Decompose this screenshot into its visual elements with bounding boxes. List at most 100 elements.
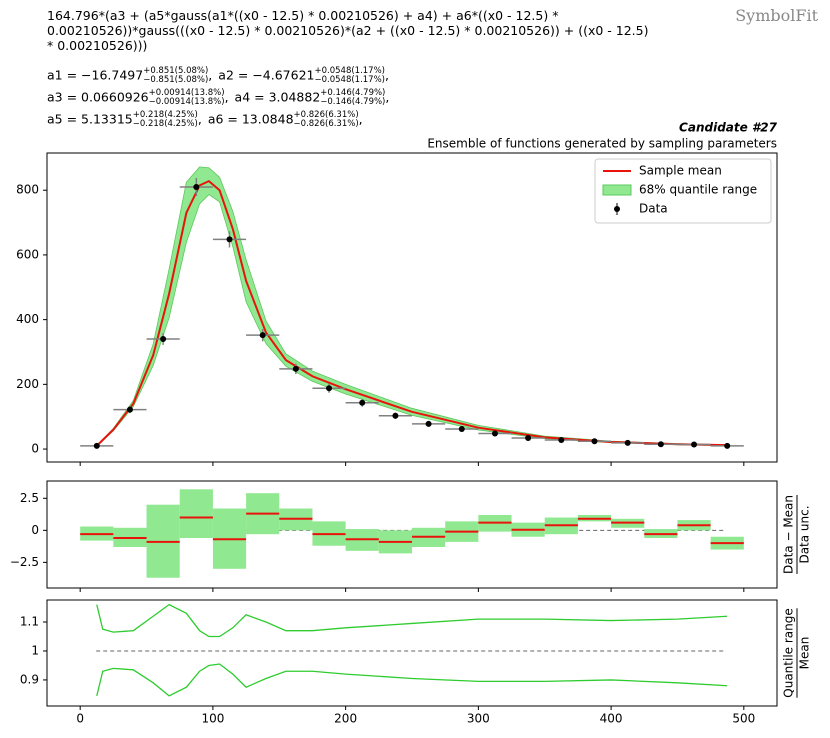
- legend-label: Data: [639, 202, 668, 216]
- parameter-row: a3 = 0.0660926 +0.00914(13.8%) −0.00914(13…: [47, 89, 648, 111]
- y-tick-label: 400: [16, 312, 39, 326]
- plot-frame: [46, 480, 778, 589]
- x-tick-label: 300: [467, 712, 490, 726]
- upper-uncertainty: +0.826(6.31%): [293, 110, 359, 120]
- upper-uncertainty: +0.146(4.79%): [320, 88, 386, 98]
- parameter-uncertainty: +0.218(4.25%) −0.218(4.25%): [133, 111, 198, 129]
- parameter: a6 = 13.0848 +0.826(6.31%) −0.826(6.31%),: [208, 111, 363, 129]
- parameter-value: a2 = −4.67621: [218, 67, 315, 83]
- upper-uncertainty: +0.851(5.08%): [143, 66, 209, 76]
- legend-label: Sample mean: [639, 164, 722, 178]
- data-point: [193, 183, 200, 190]
- series-line: [96, 603, 728, 638]
- y-tick-label: 600: [16, 247, 39, 261]
- y-tick-label: 800: [16, 183, 39, 197]
- y-axis-label: Data − Mean Data unc.: [782, 494, 812, 575]
- data-point: [525, 435, 532, 442]
- y-tick-label: −2.5: [10, 555, 39, 569]
- parameter-value: a3 = 0.0660926: [47, 89, 149, 105]
- data-point: [657, 441, 664, 448]
- data-point: [259, 332, 266, 339]
- parameter: a1 = −16.7497 +0.851(5.08%) −0.851(5.08%),: [47, 67, 212, 85]
- chart-subtitle: Ensemble of functions generated by sampl…: [427, 137, 777, 151]
- formula-line: 164.796*(a3 + (a5*gauss(a1*((x0 - 12.5) …: [47, 8, 559, 23]
- data-point: [425, 420, 432, 427]
- parameter: a2 = −4.67621 +0.0548(1.17%) −0.0548(1.17%…: [218, 67, 389, 85]
- chart-title: Candidate #27: [679, 121, 778, 135]
- x-tick-label: 200: [334, 712, 357, 726]
- separator: ,: [208, 67, 213, 83]
- parameter-value: a4 = 3.04882: [234, 89, 321, 105]
- data-point: [558, 436, 565, 443]
- y-tick-label: 2.5: [20, 491, 39, 505]
- panel: −2.5 0 2.5 Data − Mean Data unc.: [10, 480, 812, 592]
- data-point: [359, 399, 366, 406]
- parameter-row: a5 = 5.13315 +0.218(4.25%) −0.218(4.25%), a…: [47, 111, 648, 133]
- panel: 0 200 400 600 800 Candidate #27 Ensemble of fu…: [16, 121, 778, 466]
- parameter-uncertainty: +0.826(6.31%) −0.826(6.31%): [294, 111, 359, 129]
- x-tick-label: 400: [600, 712, 623, 726]
- data-point: [691, 441, 698, 448]
- y-tick-label: 1.1: [20, 615, 39, 629]
- panel: 0.9 1 1.1 0 100 200 300 400 500 Quantile range Mea…: [20, 599, 812, 726]
- upper-uncertainty: +0.218(4.25%): [132, 110, 198, 120]
- plot-frame: [46, 152, 778, 463]
- separator: ,: [384, 67, 389, 83]
- data-point: [226, 236, 233, 243]
- data-point: [491, 430, 498, 437]
- formula-line: 0.00210526))*gauss(((x0 - 12.5) * 0.0021…: [47, 23, 649, 38]
- x-tick-label: 500: [732, 712, 755, 726]
- formula-line: * 0.00210526))): [47, 38, 148, 53]
- parameter-uncertainty: +0.0548(1.17%) −0.0548(1.17%): [314, 67, 385, 85]
- separator: ,: [358, 111, 363, 127]
- legend-swatch: [602, 184, 632, 196]
- y-label-numerator: Data − Mean: [782, 495, 796, 574]
- data-point: [624, 439, 631, 446]
- data-point: [160, 336, 167, 343]
- y-tick-label: 1: [31, 643, 39, 657]
- parameter-uncertainty: +0.146(4.79%) −0.146(4.79%): [320, 89, 385, 107]
- y-tick-label: 0: [31, 523, 39, 537]
- data-point: [392, 412, 399, 419]
- parameters: a1 = −16.7497 +0.851(5.08%) −0.851(5.08%),…: [47, 67, 648, 133]
- header: 164.796*(a3 + (a5*gauss(a1*((x0 - 12.5) …: [47, 8, 648, 133]
- lower-uncertainty: −0.826(6.31%): [293, 119, 359, 129]
- series-line: [96, 179, 728, 447]
- y-tick-label: 0: [31, 442, 39, 456]
- parameter: a3 = 0.0660926 +0.00914(13.8%) −0.00914(13…: [47, 89, 229, 107]
- plot-frame: [46, 599, 778, 707]
- brand: SymbolFit: [735, 6, 818, 25]
- upper-uncertainty: +0.0548(1.17%): [314, 66, 385, 76]
- y-label-denominator: Mean: [798, 637, 812, 670]
- lower-uncertainty: −0.851(5.08%): [143, 75, 209, 85]
- data-point: [93, 442, 100, 449]
- parameter-value: a5 = 5.13315: [47, 111, 133, 127]
- upper-uncertainty: +0.00914(13.8%): [148, 88, 225, 98]
- parameter-uncertainty: +0.00914(13.8%) −0.00914(13.8%): [149, 89, 225, 107]
- data-point: [591, 438, 598, 445]
- uncertainty-box: [179, 489, 213, 539]
- y-label-numerator: Quantile range: [782, 608, 796, 697]
- parameter: a5 = 5.13315 +0.218(4.25%) −0.218(4.25%),: [47, 111, 202, 129]
- separator: ,: [224, 89, 229, 105]
- x-tick-label: 100: [201, 712, 224, 726]
- legend-frame: [594, 158, 772, 224]
- series-line: [96, 663, 728, 697]
- lower-uncertainty: −0.00914(13.8%): [148, 97, 225, 107]
- y-tick-label: 200: [16, 377, 39, 391]
- data-point: [126, 406, 133, 413]
- parameter: a4 = 3.04882 +0.146(4.79%) −0.146(4.79%),: [235, 89, 390, 107]
- parameter-uncertainty: +0.851(5.08%) −0.851(5.08%): [143, 67, 208, 85]
- y-label-denominator: Data unc.: [798, 505, 812, 563]
- parameter-value: a1 = −16.7497: [47, 67, 144, 83]
- data-point: [724, 442, 731, 449]
- data-point: [458, 425, 465, 432]
- parameter-row: a1 = −16.7497 +0.851(5.08%) −0.851(5.08%),…: [47, 67, 648, 89]
- legend: Sample mean 68% quantile range Data: [594, 158, 772, 224]
- separator: ,: [197, 111, 202, 127]
- lower-uncertainty: −0.218(4.25%): [132, 119, 198, 129]
- x-tick-label: 0: [76, 712, 84, 726]
- legend-label: 68% quantile range: [639, 183, 757, 197]
